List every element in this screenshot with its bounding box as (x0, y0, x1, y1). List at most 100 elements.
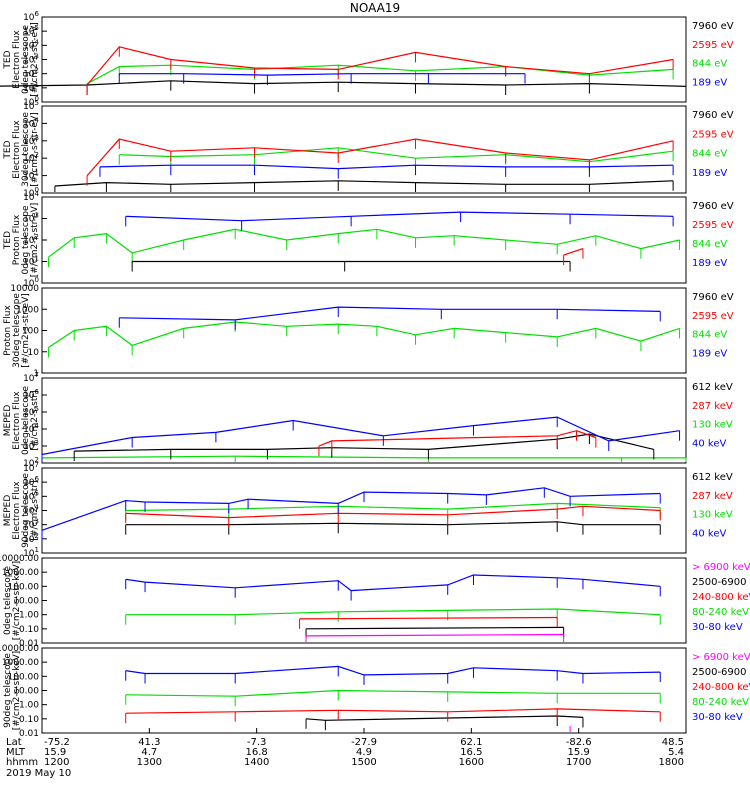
y-axis-label: TEDElectron Flux30deg telescope[#/cm2-s-… (3, 112, 40, 187)
x-row-label: Lat (6, 737, 22, 748)
y-axis-label-line: [#/cm2-s-str-eV] (30, 112, 40, 187)
y-axis-label-line: 30deg telescope (12, 293, 22, 368)
series-red-line (86, 138, 674, 176)
legend-entry: 844 eV (692, 59, 727, 70)
y-tick-label: 10000 (10, 284, 39, 294)
y-axis-label-line: 90deg telescope (3, 653, 13, 728)
x-tick-mlt: 16.5 (460, 747, 482, 758)
legend-entry: 189 eV (692, 77, 727, 88)
legend-entry: 30-80 keV (692, 622, 743, 633)
y-tick-label: 1000.00 (2, 658, 39, 668)
x-tick-hhmm: 1800 (659, 757, 684, 768)
y-axis-label-line: MEPED (3, 495, 13, 527)
y-axis-label-line: TED (3, 231, 13, 250)
y-tick-label: 0.10 (19, 715, 39, 725)
y-tick-label: 10.00 (13, 687, 39, 697)
series-black-line (0, 80, 687, 87)
y-axis-label-line: Electron Flux (12, 481, 22, 540)
x-row-label: MLT (6, 747, 26, 758)
legend-entry: 7960 eV (692, 292, 734, 303)
y-tick-label: 100 (22, 327, 39, 337)
y-axis-label-line: [#/cm2-s-str-eV] (30, 203, 40, 278)
legend-entry: 240-800 keV (692, 682, 750, 693)
y-axis-label-line: [#/cm2-s-str] (30, 390, 40, 450)
series-blue-line (125, 211, 674, 222)
legend-entry: 30-80 keV (692, 712, 743, 723)
legend-entry: 844 eV (692, 149, 727, 160)
y-tick-label: 10000.00 (0, 644, 39, 654)
series-green-line (125, 689, 661, 697)
y-axis-label: TEDProton Flux0deg telescope[#/cm2-s-str… (3, 203, 40, 278)
x-tick-mlt: 15.9 (568, 747, 590, 758)
y-axis-label-line: [#/cm2-s-str-eV] (21, 293, 31, 368)
series-magenta-line (305, 633, 564, 637)
y-axis-label-line: MEPED (3, 405, 13, 437)
y-tick-label: 10.00 (13, 597, 39, 607)
y-tick-label: 1000 (16, 305, 39, 315)
x-tick-lat: 41.3 (138, 737, 160, 748)
series-black-line (125, 521, 661, 526)
y-axis-label: MEPEDElectron Flux0deg telescope[#/cm2-s… (3, 386, 40, 456)
y-tick-label: 1.00 (19, 701, 39, 711)
y-tick-label: 1000.00 (2, 568, 39, 578)
x-row-label: hhmm (6, 757, 38, 768)
series-blue-line (125, 574, 661, 592)
x-tick-lat: -27.9 (351, 737, 377, 748)
legend-entry: 2595 eV (692, 311, 734, 322)
legend-entry: 2500-6900 (692, 667, 747, 678)
y-tick-label: 1.00 (19, 611, 39, 621)
x-tick-hhmm: 1300 (137, 757, 162, 768)
y-axis-label-line: Electron Flux (12, 120, 22, 179)
x-tick-mlt: 4.7 (141, 747, 157, 758)
y-axis-label-line: [#/cm2-s-str-eV] (30, 22, 40, 97)
legend-entry: 287 keV (692, 491, 733, 502)
series-red-line (563, 248, 584, 256)
legend-entry: 130 keV (692, 510, 733, 521)
y-axis-label-line: 30deg telescope (21, 112, 31, 187)
series-green-line (41, 455, 686, 459)
y-tick-label: 106 (23, 10, 39, 23)
legend-entry: 189 eV (692, 258, 727, 269)
y-axis-label-line: [#/cm2-s-str] (30, 480, 40, 540)
y-axis-label: 90deg telescope[#/cm2-s-str-keV] (3, 651, 22, 730)
legend-entry: 2595 eV (692, 129, 734, 140)
series-black-line (305, 626, 564, 630)
y-axis-label-line: TED (3, 140, 13, 159)
y-tick-label: 0.01 (19, 729, 39, 739)
plot-frame (41, 196, 687, 284)
series-green-line (48, 321, 680, 349)
legend-entry: 287 keV (692, 401, 733, 412)
y-axis-label: TEDElectron Flux0deg telescope[#/cm2-s-s… (3, 22, 40, 97)
legend-entry: 2595 eV (692, 220, 734, 231)
y-axis-label-line: 0deg telescope (21, 205, 31, 275)
series-green-line (119, 147, 674, 163)
series-green-line (48, 228, 680, 258)
y-tick-label: 100.00 (8, 582, 40, 592)
y-axis-label-line: 0deg telescope (21, 25, 31, 95)
series-red-line (125, 708, 661, 714)
y-axis-label: MEPEDElectron Flux90deg telescope[#/cm2-… (3, 473, 40, 548)
y-axis-label: 0deg telescope[#/cm2-s-str-keV] (3, 561, 22, 640)
y-axis-label-line: 0deg telescope (3, 566, 13, 636)
series-black-line (74, 433, 654, 452)
plot-frame (41, 557, 687, 644)
legend-entry: 40 keV (692, 528, 726, 539)
series-green-line (125, 502, 661, 512)
series-green-line (125, 608, 661, 616)
x-tick-hhmm: 1400 (244, 757, 269, 768)
series-blue-line (125, 665, 661, 676)
series-red-line (318, 430, 596, 447)
legend-entry: 7960 eV (692, 110, 734, 121)
panel-8: 0.01 0.10 1.00 10.00 100.00 1000.00 10000.0090… (0, 644, 750, 739)
series-red-line (86, 46, 674, 86)
y-axis-label-line: Proton Flux (3, 305, 13, 356)
x-tick-mlt: 4.9 (356, 747, 372, 758)
series-blue-line (99, 164, 674, 170)
y-axis-label-line: [#/cm2-s-str-keV] (12, 561, 22, 640)
